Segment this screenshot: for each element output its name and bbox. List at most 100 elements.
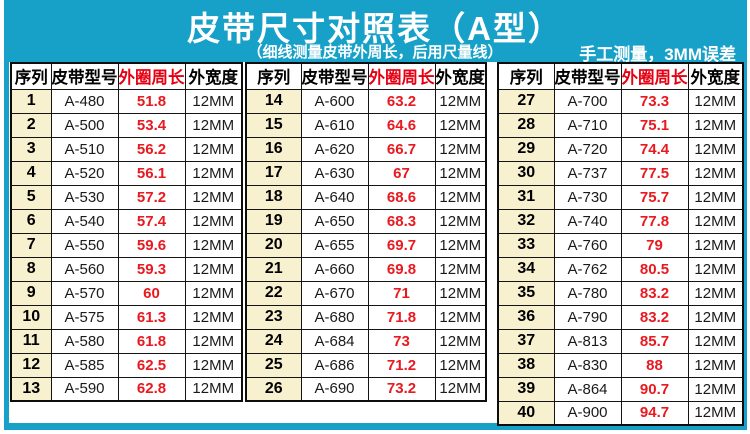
cell-outer-girth: 73 [367, 328, 436, 354]
table-row: 21 A-660 69.8 12MM [245, 256, 487, 282]
cell-belt-model: A-650 [300, 208, 369, 234]
table-row: 9 A-570 60 12MM [10, 280, 243, 306]
cell-outer-girth: 90.7 [620, 376, 689, 402]
cell-belt-model: A-580 [50, 328, 119, 354]
table-row: 3 A-510 56.2 12MM [10, 136, 243, 162]
table-header-row: 序列 皮带型号 外圈周长 外宽度 [10, 62, 243, 90]
cell-outer-girth: 85.7 [620, 328, 689, 354]
cell-outer-girth: 59.6 [117, 232, 186, 258]
table-row: 5 A-530 57.2 12MM [10, 184, 243, 210]
cell-outer-width: 12MM [184, 184, 243, 210]
cell-seq-number: 30 [497, 160, 555, 186]
cell-outer-girth: 74.4 [620, 136, 689, 162]
table-row: 34 A-762 80.5 12MM [497, 256, 744, 282]
column-header-girth: 外圈周长 [367, 62, 436, 90]
table-row: 18 A-640 68.6 12MM [245, 184, 487, 210]
column-header-girth: 外圈周长 [117, 62, 186, 90]
cell-outer-girth: 73.2 [367, 376, 436, 402]
cell-seq-number: 35 [497, 280, 555, 306]
column-header-width: 外宽度 [434, 62, 487, 90]
cell-seq-number: 31 [497, 184, 555, 210]
table-row: 14 A-600 63.2 12MM [245, 88, 487, 114]
cell-belt-model: A-620 [300, 136, 369, 162]
cell-belt-model: A-864 [553, 376, 622, 402]
cell-seq-number: 26 [245, 376, 302, 402]
cell-belt-model: A-670 [300, 280, 369, 306]
cell-belt-model: A-680 [300, 304, 369, 330]
cell-belt-model: A-740 [553, 208, 622, 234]
cell-outer-width: 12MM [687, 376, 744, 402]
cell-belt-model: A-700 [553, 88, 622, 114]
cell-outer-width: 12MM [184, 160, 243, 186]
cell-outer-girth: 60 [117, 280, 186, 306]
cell-outer-width: 12MM [687, 304, 744, 330]
cell-outer-width: 12MM [184, 304, 243, 330]
cell-belt-model: A-500 [50, 112, 119, 138]
cell-belt-model: A-813 [553, 328, 622, 354]
table-row: 25 A-686 71.2 12MM [245, 352, 487, 378]
table-row: 33 A-760 79 12MM [497, 232, 744, 258]
cell-seq-number: 38 [497, 352, 555, 378]
cell-outer-width: 12MM [434, 328, 487, 354]
cell-outer-width: 12MM [434, 208, 487, 234]
cell-belt-model: A-480 [50, 88, 119, 114]
page-subtitle: （细线测量皮带外周长，后用尺量线） [247, 44, 503, 61]
cell-belt-model: A-790 [553, 304, 622, 330]
cell-seq-number: 11 [10, 328, 52, 354]
cell-seq-number: 5 [10, 184, 52, 210]
cell-outer-width: 12MM [434, 376, 487, 402]
table-row: 36 A-790 83.2 12MM [497, 304, 744, 330]
cell-seq-number: 32 [497, 208, 555, 234]
cell-outer-width: 12MM [434, 232, 487, 258]
cell-seq-number: 14 [245, 88, 302, 114]
cell-outer-width: 12MM [687, 88, 744, 114]
cell-seq-number: 36 [497, 304, 555, 330]
cell-belt-model: A-720 [553, 136, 622, 162]
cell-seq-number: 20 [245, 232, 302, 258]
cell-outer-girth: 68.6 [367, 184, 436, 210]
cell-outer-width: 12MM [687, 280, 744, 306]
column-header-model: 皮带型号 [50, 62, 119, 90]
cell-belt-model: A-684 [300, 328, 369, 354]
cell-outer-width: 12MM [184, 112, 243, 138]
column-header-width: 外宽度 [687, 62, 744, 90]
table-row: 22 A-670 71 12MM [245, 280, 487, 306]
page-title: 皮带尺寸对照表（A型） [187, 10, 563, 47]
cell-outer-width: 12MM [184, 376, 243, 402]
cell-outer-girth: 62.8 [117, 376, 186, 402]
table-header-row: 序列 皮带型号 外圈周长 外宽度 [245, 62, 487, 90]
cell-outer-girth: 68.3 [367, 208, 436, 234]
cell-outer-girth: 56.1 [117, 160, 186, 186]
table-row: 12 A-585 62.5 12MM [10, 352, 243, 378]
cell-outer-girth: 69.7 [367, 232, 436, 258]
cell-outer-width: 12MM [184, 208, 243, 234]
cell-outer-girth: 80.5 [620, 256, 689, 282]
cell-outer-girth: 67 [367, 160, 436, 186]
cell-belt-model: A-560 [50, 256, 119, 282]
table-row: 38 A-830 88 12MM [497, 352, 744, 378]
cell-outer-girth: 83.2 [620, 304, 689, 330]
cell-seq-number: 6 [10, 208, 52, 234]
cell-outer-girth: 61.3 [117, 304, 186, 330]
table-row: 2 A-500 53.4 12MM [10, 112, 243, 138]
cell-belt-model: A-830 [553, 352, 622, 378]
cell-outer-girth: 57.2 [117, 184, 186, 210]
column-header-seq: 序列 [245, 62, 302, 90]
cell-seq-number: 23 [245, 304, 302, 330]
cell-outer-width: 12MM [184, 136, 243, 162]
cell-seq-number: 28 [497, 112, 555, 138]
table-row: 39 A-864 90.7 12MM [497, 376, 744, 402]
table-row: 20 A-655 69.7 12MM [245, 232, 487, 258]
cell-belt-model: A-630 [300, 160, 369, 186]
cell-outer-girth: 88 [620, 352, 689, 378]
cell-belt-model: A-570 [50, 280, 119, 306]
belt-table-1: 序列 皮带型号 外圈周长 外宽度 1 A-480 51.8 12MM 2 A-500 53.… [10, 62, 243, 402]
cell-outer-width: 12MM [687, 136, 744, 162]
cell-outer-width: 12MM [184, 256, 243, 282]
cell-outer-girth: 71.8 [367, 304, 436, 330]
table-row: 4 A-520 56.1 12MM [10, 160, 243, 186]
cell-belt-model: A-590 [50, 376, 119, 402]
belt-table-3: 序列 皮带型号 外圈周长 外宽度 27 A-700 73.3 12MM 28 A-710 7… [497, 62, 744, 426]
table-row: 11 A-580 61.8 12MM [10, 328, 243, 354]
